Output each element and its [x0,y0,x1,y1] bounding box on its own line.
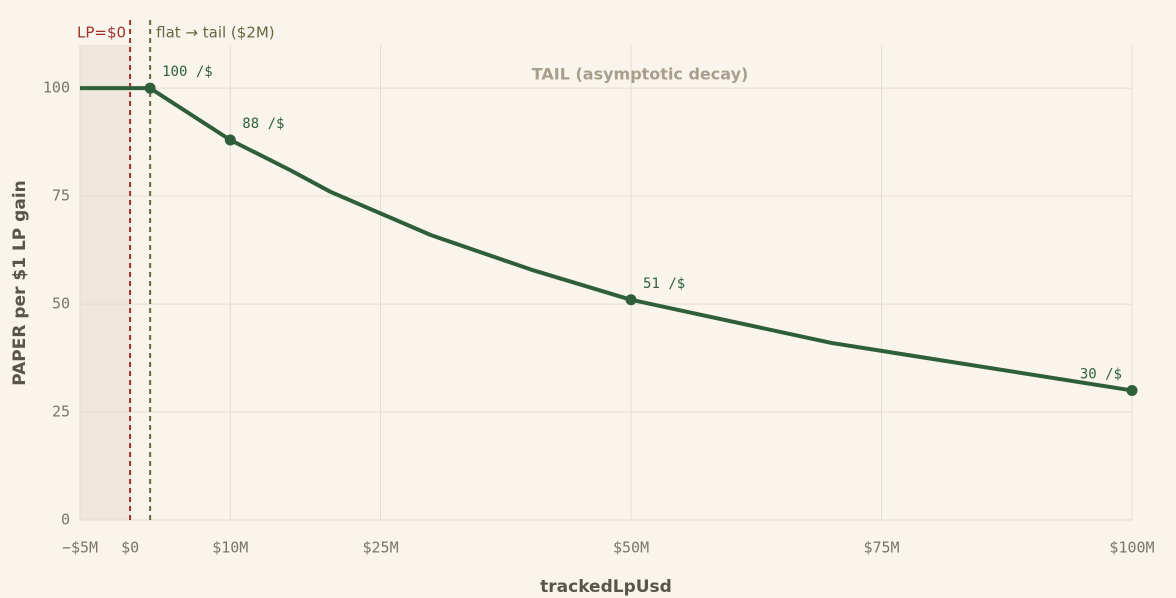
y-tick-label: 25 [52,403,70,421]
y-tick-label: 50 [52,295,70,313]
y-tick-label: 0 [61,511,70,529]
y-axis-label: PAPER per $1 LP gain [10,180,30,386]
data-point [224,134,236,146]
x-tick-label: $0 [121,539,139,557]
value-label: 51 /$ [643,276,685,292]
x-tick-label: −$5M [62,539,98,557]
x-tick-label: $25M [363,539,399,557]
x-tick-label: $100M [1109,539,1154,557]
x-tick-label: $75M [863,539,899,557]
data-line [80,86,1133,393]
value-label: 100 /$ [162,64,213,80]
value-label: 30 /$ [1080,366,1122,382]
data-point [1126,384,1138,396]
value-label: 88 /$ [242,116,284,132]
x-tick-label: $50M [613,539,649,557]
reference-label: flat → tail ($2M) [156,24,275,42]
reference-label: LP=$0 [77,24,126,42]
shaded-region [80,45,131,520]
data-point [625,294,637,306]
x-axis-label: trackedLpUsd [540,577,672,597]
data-point [144,82,156,94]
y-tick-label: 100 [43,79,70,97]
annotation: TAIL (asymptotic decay) [532,65,749,84]
y-tick-label: 75 [52,187,70,205]
x-tick-label: $10M [212,539,248,557]
